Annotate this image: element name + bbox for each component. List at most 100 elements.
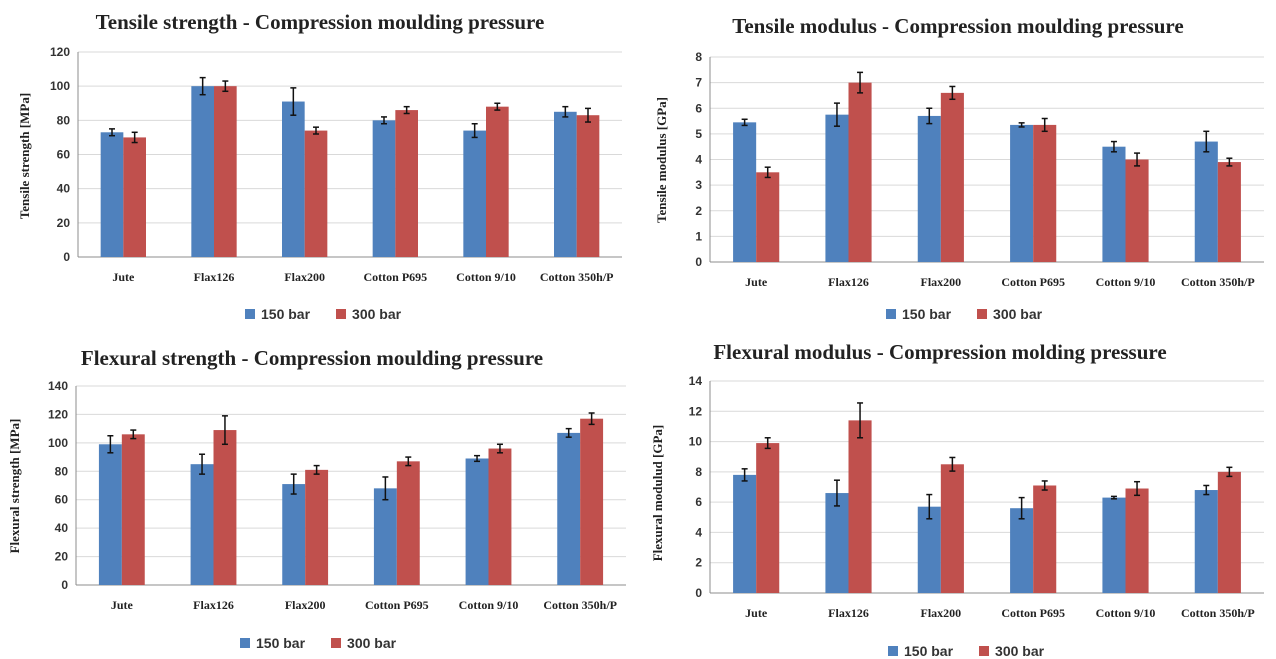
chart-title: Tensile strength - Compression moulding … bbox=[95, 10, 545, 34]
bar-150-bar bbox=[557, 432, 581, 585]
x-category-label: Cotton 350h/P bbox=[540, 270, 614, 284]
x-category-label: Cotton 350h/P bbox=[543, 598, 617, 612]
bar-300-bar bbox=[576, 115, 600, 257]
bar-chart-plot: 0 2 4 6 8 10 12 14 Jute Flax126 Flax200 Cotton P695… bbox=[689, 374, 1264, 620]
x-category-label: Flax126 bbox=[828, 275, 869, 289]
bar-chart-plot: 0 1 2 3 4 5 6 7 8 Jute Flax126 Flax200 Cotton P695 Co… bbox=[695, 50, 1264, 289]
legend-item-150-bar: 150 bar bbox=[245, 306, 310, 322]
bar-300-bar bbox=[396, 461, 420, 585]
legend-item-300-bar: 300 bar bbox=[979, 643, 1044, 659]
x-category-label: Cotton 350h/P bbox=[1181, 275, 1255, 289]
legend-label: 300 bar bbox=[352, 306, 402, 322]
bar-150-bar bbox=[825, 114, 849, 262]
y-tick-label: 0 bbox=[61, 578, 68, 592]
bar-300-bar bbox=[1125, 159, 1149, 262]
bar-150-bar bbox=[465, 458, 489, 585]
bar-300-bar bbox=[121, 434, 145, 585]
legend-swatch-blue bbox=[888, 646, 898, 656]
bar-150-bar bbox=[373, 488, 397, 585]
bar-300-bar bbox=[486, 106, 509, 258]
y-tick-label: 120 bbox=[50, 45, 70, 59]
bar-300-bar bbox=[1033, 485, 1057, 593]
y-tick-label: 12 bbox=[689, 404, 703, 418]
x-category-label: Cotton 9/10 bbox=[459, 598, 519, 612]
chart-legend: 150 bar 300 bar bbox=[888, 643, 1044, 659]
bar-300-bar bbox=[848, 420, 872, 593]
chart-panel-tensile-strength: Tensile strength - Compression moulding … bbox=[0, 0, 638, 330]
bar-300-bar bbox=[304, 130, 328, 257]
bar-300-bar bbox=[756, 443, 780, 593]
y-tick-label: 120 bbox=[48, 407, 68, 421]
y-tick-label: 3 bbox=[695, 178, 702, 192]
y-tick-label: 7 bbox=[695, 76, 702, 90]
y-tick-label: 5 bbox=[695, 127, 702, 141]
x-category-label: Flax126 bbox=[193, 598, 234, 612]
x-category-label: Flax126 bbox=[194, 270, 235, 284]
bar-300-bar bbox=[123, 137, 146, 257]
legend-item-150-bar: 150 bar bbox=[240, 635, 305, 651]
x-category-label: Cotton P695 bbox=[363, 270, 427, 284]
bar-300-bar bbox=[488, 448, 512, 585]
bar-300-bar bbox=[1217, 162, 1241, 262]
y-tick-label: 1 bbox=[695, 229, 702, 243]
bar-150-bar bbox=[100, 132, 124, 257]
bar-150-bar bbox=[733, 474, 757, 593]
x-category-label: Flax126 bbox=[828, 606, 869, 620]
x-category-label: Flax200 bbox=[920, 275, 961, 289]
x-category-label: Flax200 bbox=[284, 270, 325, 284]
bar-150-bar bbox=[825, 493, 849, 593]
bar-150-bar bbox=[190, 464, 214, 585]
bar-150-bar bbox=[1010, 124, 1034, 262]
y-tick-label: 4 bbox=[695, 153, 702, 167]
bar-150-bar bbox=[463, 130, 486, 257]
bar-300-bar bbox=[940, 92, 964, 262]
bar-150-bar bbox=[98, 444, 122, 585]
legend-item-300-bar: 300 bar bbox=[336, 306, 401, 322]
chart-title: Tensile modulus - Compression moulding p… bbox=[732, 14, 1184, 38]
y-tick-label: 8 bbox=[695, 50, 702, 64]
legend-label: 300 bar bbox=[995, 643, 1045, 659]
legend-swatch-blue bbox=[240, 638, 250, 648]
y-tick-label: 0 bbox=[63, 250, 70, 264]
legend-swatch-red bbox=[331, 638, 342, 648]
legend-swatch-blue bbox=[886, 309, 896, 319]
y-tick-label: 0 bbox=[695, 255, 702, 269]
y-tick-label: 60 bbox=[57, 148, 71, 162]
x-category-label: Jute bbox=[112, 270, 135, 284]
legend-swatch-red bbox=[977, 309, 988, 319]
y-tick-label: 80 bbox=[57, 113, 71, 127]
y-tick-label: 80 bbox=[55, 464, 69, 478]
chart-legend: 150 bar 300 bar bbox=[240, 635, 396, 651]
y-tick-label: 40 bbox=[55, 521, 69, 535]
chart-panel-flexural-modulus: Flexural modulus - Compression molding p… bbox=[638, 330, 1276, 659]
y-tick-label: 10 bbox=[689, 435, 703, 449]
legend-swatch-blue bbox=[245, 309, 255, 319]
y-tick-label: 14 bbox=[689, 374, 703, 388]
bar-chart-plot: 0 20 40 60 80 100 120 Jute Flax126 Flax200 Cotton … bbox=[50, 45, 622, 284]
x-category-label: Flax200 bbox=[920, 606, 961, 620]
legend-label: 300 bar bbox=[347, 635, 397, 651]
y-tick-label: 4 bbox=[695, 525, 702, 539]
x-category-label: Flax200 bbox=[285, 598, 326, 612]
chart-legend: 150 bar 300 bar bbox=[245, 306, 401, 322]
legend-label: 150 bar bbox=[256, 635, 306, 651]
x-category-label: Jute bbox=[745, 606, 768, 620]
x-category-label: Cotton 9/10 bbox=[1096, 606, 1156, 620]
chart-legend: 150 bar 300 bar bbox=[886, 306, 1042, 322]
bar-150-bar bbox=[1194, 490, 1218, 593]
chart-title: Flexural strength - Compression moulding… bbox=[80, 346, 544, 370]
legend-label: 300 bar bbox=[993, 306, 1043, 322]
bar-150-bar bbox=[1102, 497, 1126, 593]
bar-150-bar bbox=[282, 101, 305, 258]
y-tick-label: 100 bbox=[48, 436, 68, 450]
bar-150-bar bbox=[1194, 141, 1218, 262]
bar-150-bar bbox=[733, 122, 757, 262]
x-category-label: Jute bbox=[745, 275, 768, 289]
legend-item-150-bar: 150 bar bbox=[886, 306, 951, 322]
bar-150-bar bbox=[282, 484, 306, 585]
bar-150-bar bbox=[1010, 508, 1034, 593]
bar-300-bar bbox=[1217, 471, 1241, 593]
legend-swatch-red bbox=[336, 309, 347, 319]
x-category-label: Cotton P695 bbox=[1001, 275, 1065, 289]
bar-150-bar bbox=[917, 115, 941, 262]
